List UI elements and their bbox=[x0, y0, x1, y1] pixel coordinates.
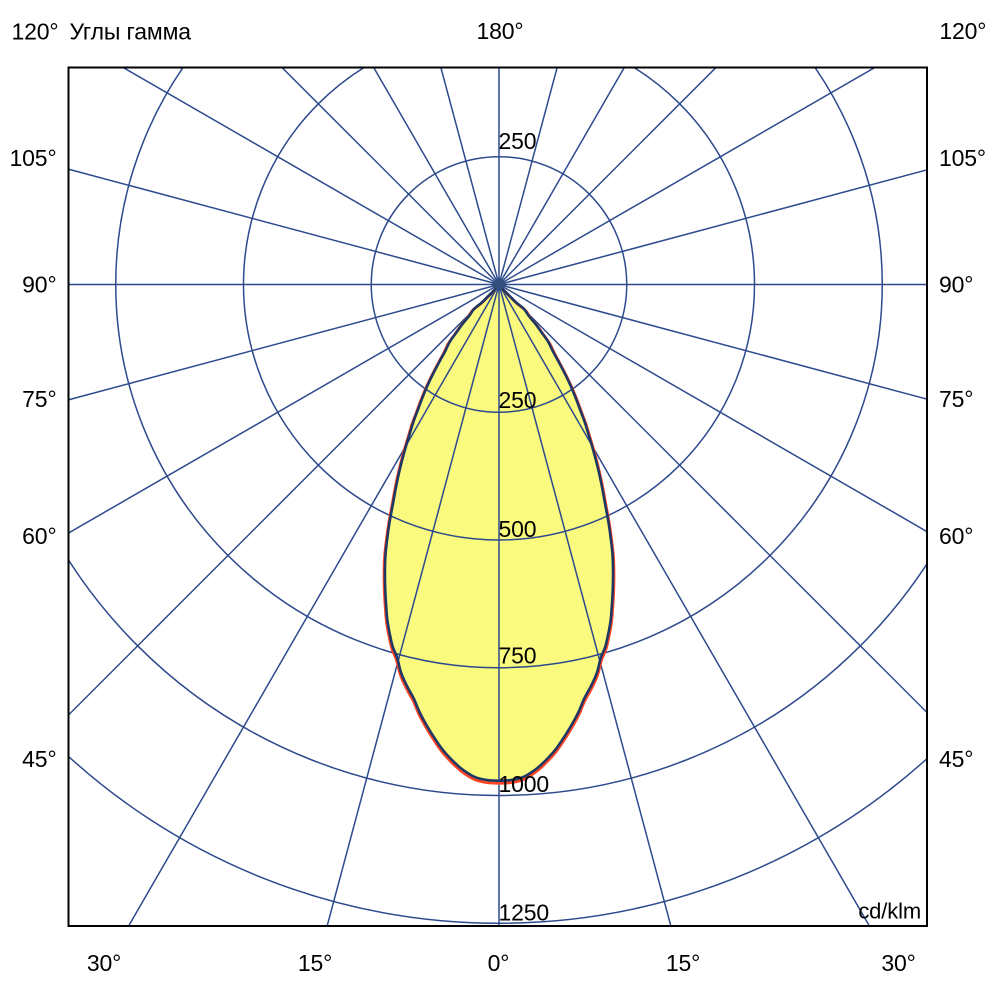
svg-text:30°: 30° bbox=[87, 950, 121, 976]
svg-text:45°: 45° bbox=[22, 746, 56, 772]
svg-text:45°: 45° bbox=[939, 746, 973, 772]
svg-text:120°: 120° bbox=[12, 19, 59, 45]
svg-text:75°: 75° bbox=[939, 386, 973, 412]
svg-text:250: 250 bbox=[499, 128, 537, 154]
svg-text:500: 500 bbox=[499, 516, 537, 542]
svg-text:15°: 15° bbox=[666, 950, 700, 976]
svg-text:90°: 90° bbox=[939, 272, 973, 298]
svg-text:180°: 180° bbox=[477, 18, 524, 44]
svg-text:120°: 120° bbox=[939, 18, 986, 44]
svg-text:1000: 1000 bbox=[499, 771, 550, 797]
svg-text:90°: 90° bbox=[22, 272, 56, 298]
svg-text:105°: 105° bbox=[10, 145, 57, 171]
svg-text:60°: 60° bbox=[22, 523, 56, 549]
svg-text:250: 250 bbox=[499, 387, 537, 413]
svg-text:75°: 75° bbox=[22, 386, 56, 412]
svg-text:15°: 15° bbox=[298, 950, 332, 976]
svg-text:750: 750 bbox=[499, 643, 537, 669]
svg-text:cd/klm: cd/klm bbox=[858, 898, 921, 923]
svg-text:60°: 60° bbox=[939, 523, 973, 549]
svg-text:1250: 1250 bbox=[499, 900, 550, 926]
svg-text:105°: 105° bbox=[939, 145, 986, 171]
svg-text:30°: 30° bbox=[881, 950, 915, 976]
svg-text:Углы гамма: Углы гамма bbox=[70, 19, 192, 45]
svg-text:0°: 0° bbox=[488, 950, 510, 976]
